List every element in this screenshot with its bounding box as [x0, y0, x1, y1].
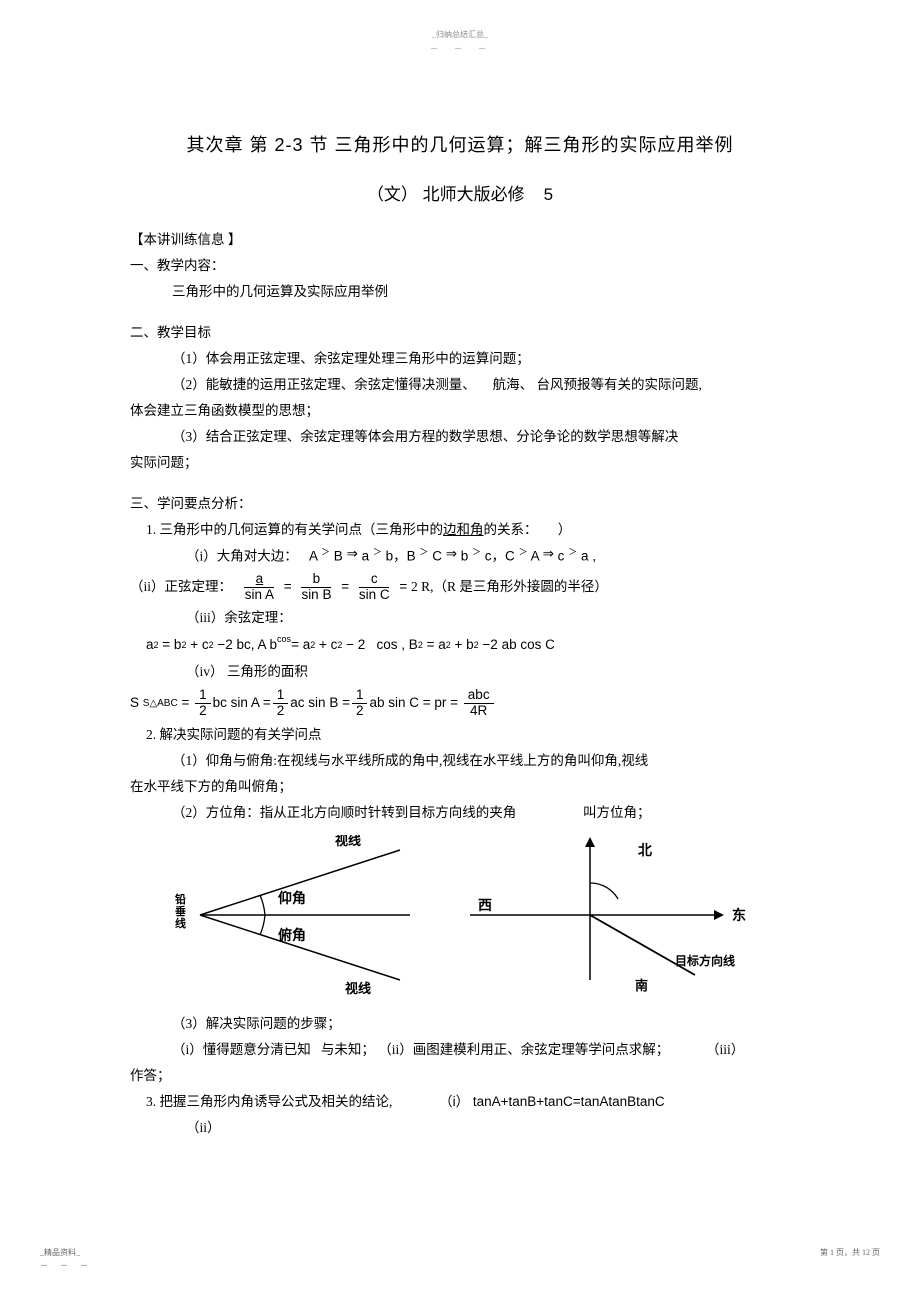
- footer-left: _精品资料_ － － －: [40, 1246, 90, 1273]
- p2-2: （2）方位角：指从正北方向顺时针转到目标方向线的夹角 叫方位角；: [172, 802, 790, 825]
- footer-left-dots: － － －: [40, 1261, 90, 1270]
- p1-hc: 的关系：: [484, 522, 538, 537]
- subtitle-num: 5: [544, 185, 553, 204]
- eq2: =: [337, 576, 352, 599]
- section3-head: 三、学问要点分析：: [130, 493, 790, 516]
- p3c: （ii）: [186, 1117, 790, 1140]
- section1-head: 一、教学内容：: [130, 255, 790, 278]
- frac-b-sinb: b sin B: [297, 572, 335, 603]
- p2-2a: （2）方位角：指从正北方向顺时针转到目标方向线的夹角: [172, 805, 516, 820]
- section1-body: 三角形中的几何运算及实际应用举例: [172, 281, 790, 304]
- p1-ii: （ii）正弦定理： a sin A = b sin B = c sin C = …: [130, 572, 790, 603]
- den-sina: sin A: [241, 588, 278, 603]
- info-heading: 【本讲训练信息 】: [130, 229, 790, 252]
- header-dots: － － －: [430, 42, 490, 56]
- area-formula: S S△ABC = 12 bc sin A = 12 ac sin B = 12…: [130, 688, 790, 719]
- area-s: S: [130, 692, 139, 715]
- p1-ha: 1. 三角形中的几何运算的有关学问点（三角形中的: [146, 522, 443, 537]
- p2ib: 与未知； （ii）画图建模利用正、余弦定理等学问点求解；: [321, 1042, 669, 1057]
- header-note-text: _归纳总结汇总_: [430, 28, 490, 42]
- frac-half1: 12: [195, 688, 211, 719]
- diagram-elevation-angle: 视线 视线 仰角 俯角 铅 垂 线: [170, 835, 430, 995]
- p1-ii-label: （ii）正弦定理：: [130, 576, 232, 599]
- frac-c-sinc: c sin C: [355, 572, 394, 603]
- s2-2b: 航海、 台风预报等有关的实际问题,: [493, 377, 702, 392]
- p1-iv-label: （iv） 三角形的面积: [186, 661, 790, 684]
- num-c: c: [359, 572, 389, 588]
- subtitle-text: （文） 北师大版必修: [367, 185, 525, 204]
- p2-1b: 在水平线下方的角叫俯角；: [130, 776, 790, 799]
- section2-head: 二、教学目标: [130, 322, 790, 345]
- frac-a-sina: a sin A: [241, 572, 278, 603]
- label-shixian-top: 视线: [335, 835, 361, 848]
- label-lead2: 垂: [175, 904, 186, 918]
- frac-half2: 12: [273, 688, 289, 719]
- frac-abc4r: abc4R: [464, 688, 494, 719]
- p3b: （i） tanA+tanB+tanC=tanAtanBtanC: [439, 1094, 665, 1109]
- num-b: b: [301, 572, 331, 588]
- p1-i-label: （i）大角对大边：: [186, 548, 298, 563]
- den-sinc: sin C: [355, 588, 394, 603]
- num-a: a: [244, 572, 274, 588]
- den-sinb: sin B: [297, 588, 335, 603]
- p1-hb: 边和角: [443, 522, 484, 537]
- section2-item2a: （2）能敏捷的运用正弦定理、余弦定懂得决测量、 航海、 台风预报等有关的实际问题…: [172, 374, 790, 397]
- footer-left-text: _精品资料_: [40, 1248, 80, 1257]
- p2-i-line: （i）懂得题意分清已知 与未知； （ii）画图建模利用正、余弦定理等学问点求解；…: [172, 1039, 790, 1062]
- page-subtitle: （文） 北师大版必修 5: [130, 181, 790, 210]
- s2-2a: （2）能敏捷的运用正弦定理、余弦定懂得决测量、: [172, 377, 476, 392]
- page-title: 其次章 第 2-3 节 三角形中的几何运算；解三角形的实际应用举例: [130, 130, 790, 161]
- section2-item1: （1）体会用正弦定理、余弦定理处理三角形中的运算问题；: [172, 348, 790, 371]
- diagram-row: 视线 视线 仰角 俯角 铅 垂 线 北 东 西 南 目标方向线: [130, 835, 790, 995]
- label-target: 目标方向线: [675, 953, 735, 968]
- p2-2b: 叫方位角；: [583, 805, 651, 820]
- p3a: 3. 把握三角形内角诱导公式及相关的结论,: [146, 1094, 392, 1109]
- diagram-azimuth: 北 东 西 南 目标方向线: [460, 835, 750, 995]
- ae2: ac sin B =: [290, 692, 350, 715]
- area-tri: S△ABC: [143, 695, 178, 712]
- p2-3: （3）解决实际问题的步骤；: [172, 1013, 790, 1036]
- label-lead3: 线: [175, 916, 186, 930]
- point3: 3. 把握三角形内角诱导公式及相关的结论, （i） tanA+tanB+tanC…: [146, 1091, 790, 1114]
- p2ia: （i）懂得题意分清已知: [172, 1042, 311, 1057]
- p2ic: （iii）: [706, 1042, 744, 1057]
- label-north: 北: [638, 843, 652, 859]
- label-yangjiao: 仰角: [278, 890, 306, 907]
- p2-1a: （1）仰角与俯角:在视线与水平线所成的角中,视线在水平线上方的角叫仰角,视线: [172, 750, 790, 773]
- label-fujiao: 俯角: [278, 927, 306, 944]
- section2-item2c: 体会建立三角函数模型的思想；: [130, 400, 790, 423]
- eq3: =: [396, 576, 411, 599]
- cosine-law: a2 = b2 + c2 −2 bc, A bcos = a2 + c2 − 2…: [146, 634, 790, 657]
- p1-ii-tail: 2 R,（R 是三角形外接圆的半径）: [411, 576, 608, 599]
- p1-hd: ）: [558, 522, 572, 537]
- point1-head: 1. 三角形中的几何运算的有关学问点（三角形中的边和角的关系： ）: [146, 519, 790, 542]
- p2-i-d: 作答；: [130, 1065, 790, 1088]
- label-lead1: 铅: [175, 892, 186, 906]
- label-east: 东: [732, 907, 746, 924]
- label-west: 西: [478, 898, 492, 914]
- eq1: =: [280, 576, 295, 599]
- ae1: bc sin A =: [213, 692, 271, 715]
- section2-item3a: （3）结合正弦定理、余弦定理等体会用方程的数学思想、分论争论的数学思想等解决: [172, 426, 790, 449]
- label-south: 南: [635, 978, 648, 993]
- header-note: _归纳总结汇总_ － － －: [430, 28, 490, 55]
- frac-half3: 12: [352, 688, 368, 719]
- footer-right: 第 1 页，共 12 页: [820, 1246, 880, 1273]
- p1-iii-label: （iii）余弦定理：: [186, 607, 790, 630]
- label-shixian-bot: 视线: [345, 981, 371, 995]
- page-footer: _精品资料_ － － － 第 1 页，共 12 页: [40, 1246, 880, 1273]
- point2-head: 2. 解决实际问题的有关学问点: [146, 724, 790, 747]
- ae3: ab sin C = pr =: [369, 692, 458, 715]
- section2-item3b: 实际问题；: [130, 452, 790, 475]
- p1-i: （i）大角对大边： A ＞ B ⇒ a ＞ b，B ＞ C ⇒ b ＞ c，C …: [186, 545, 790, 568]
